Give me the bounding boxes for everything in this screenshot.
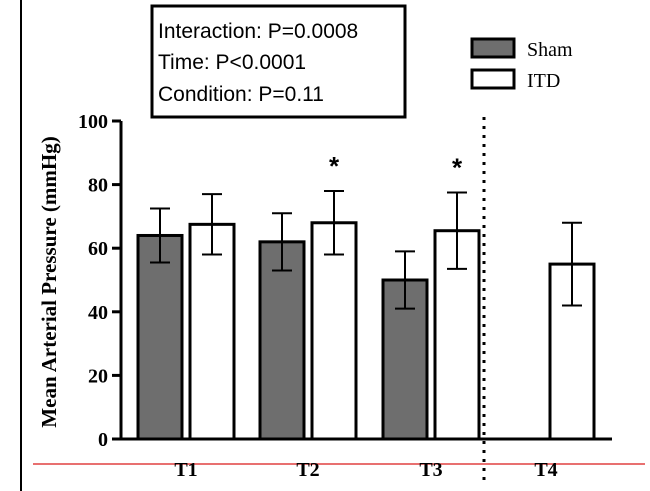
significance-marker: * <box>452 153 463 183</box>
bar-itd-t1 <box>188 222 236 441</box>
y-tick-label: 80 <box>88 175 108 197</box>
bar-sham-t1 <box>136 233 184 441</box>
legend: Sham ITD <box>470 37 573 92</box>
x-tick-label: T3 <box>419 459 442 481</box>
y-tick-label: 40 <box>88 302 108 324</box>
x-tick-label: T1 <box>174 459 197 481</box>
legend-swatch-itd <box>470 68 516 90</box>
stats-line-1: Interaction: P=0.0008 <box>158 20 358 43</box>
legend-label-itd: ITD <box>527 70 560 92</box>
stats-box <box>150 4 407 119</box>
legend-label-sham: Sham <box>527 39 573 61</box>
bar-itd-t2 <box>310 221 358 441</box>
y-tick-label: 20 <box>88 365 108 387</box>
y-axis-title: Mean Arterial Pressure (mmHg) <box>37 136 61 427</box>
stats-line-3: Condition: P=0.11 <box>158 83 324 106</box>
y-tick-label: 0 <box>98 429 108 451</box>
legend-swatch-sham <box>470 37 516 59</box>
y-tick-label: 60 <box>88 238 108 260</box>
stats-line-2: Time: P<0.0001 <box>158 51 306 74</box>
x-tick-label: T4 <box>534 459 557 481</box>
x-tick-label: T2 <box>296 459 319 481</box>
significance-marker: * <box>329 151 340 181</box>
y-tick-label: 100 <box>78 111 108 133</box>
